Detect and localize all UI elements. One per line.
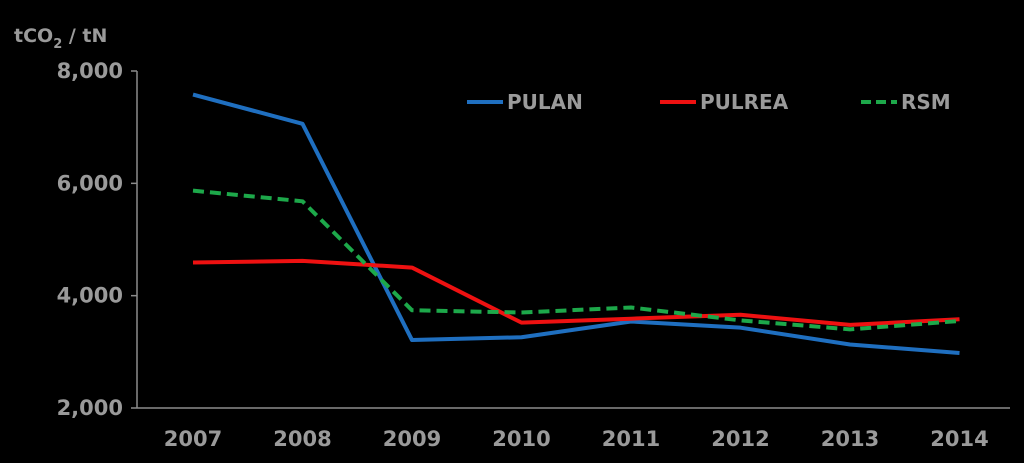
svg-text:tCO2 / tN: tCO2 / tN: [14, 25, 107, 52]
series-line-pulrea: [192, 258, 960, 327]
x-tick-labels: 2007 2008 2009 2010 2011 2012 2013 2014: [164, 427, 989, 451]
x-tick-label: 2014: [930, 427, 988, 451]
y-tick-labels: 2,000 4,000 6,000 8,000: [57, 59, 123, 420]
y-tick-label: 2,000: [57, 396, 123, 420]
legend: PULAN PULREA RSM: [467, 90, 951, 114]
x-tick-label: 2013: [821, 427, 879, 451]
y-axis-title: tCO2 / tN: [14, 25, 107, 52]
legend-label-pulrea: PULREA: [700, 90, 789, 114]
legend-label-rsm: RSM: [901, 90, 951, 114]
x-tick-label: 2009: [383, 427, 441, 451]
x-tick-label: 2008: [273, 427, 331, 451]
y-tick-label: 6,000: [57, 171, 123, 195]
x-tick-label: 2010: [492, 427, 550, 451]
x-tick-label: 2007: [164, 427, 222, 451]
y-tick-label: 4,000: [57, 284, 123, 308]
axes: [131, 70, 1010, 409]
x-tick-label: 2011: [602, 427, 660, 451]
y-axis-title-main: tCO: [14, 25, 53, 47]
y-tick-label: 8,000: [57, 59, 123, 83]
y-axis-title-subscript: 2: [53, 37, 62, 52]
series-line-rsm: [192, 188, 960, 332]
legend-label-pulan: PULAN: [507, 90, 583, 114]
y-axis-title-unit: / tN: [62, 25, 107, 47]
x-tick-label: 2012: [711, 427, 769, 451]
series-line-pulan: [192, 92, 960, 355]
series-lines: [192, 92, 960, 355]
